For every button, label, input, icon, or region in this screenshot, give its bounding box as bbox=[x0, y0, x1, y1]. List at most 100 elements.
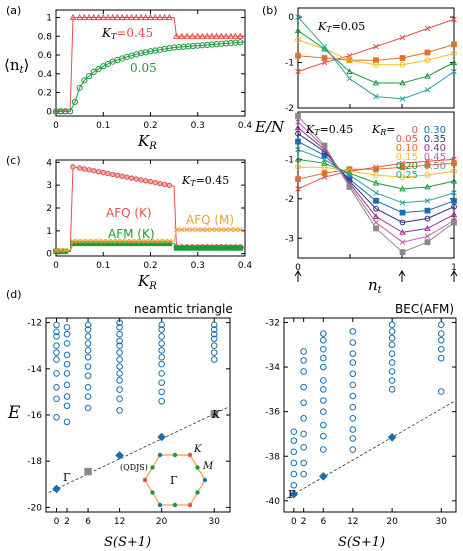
panel-a-series-point bbox=[173, 32, 180, 39]
panel-c-series-point bbox=[85, 238, 91, 244]
panel-c-series-point bbox=[133, 238, 139, 244]
panel-c-series-point bbox=[75, 238, 81, 244]
panel-c-series-point bbox=[199, 245, 206, 251]
panel-d-right-level-point bbox=[437, 336, 445, 344]
panel-d-left-level-point bbox=[210, 330, 218, 338]
panel-d-left-level-point bbox=[158, 397, 165, 405]
bz-vertex bbox=[142, 477, 148, 483]
panel-d-left-K: K bbox=[211, 408, 221, 421]
panel-b-xlabel: nt bbox=[368, 276, 383, 296]
panel-d-left-ytick-label: -12 bbox=[27, 319, 42, 329]
panel-b-series-point bbox=[295, 164, 301, 171]
panel-a-series-point bbox=[217, 32, 225, 39]
panel-b-series-point bbox=[450, 59, 458, 65]
panel-a-series-point bbox=[178, 32, 186, 39]
panel-c-series-point bbox=[76, 165, 83, 171]
panel-c-series-point bbox=[189, 245, 196, 251]
panel-b-ytick-label: 0 bbox=[288, 13, 294, 23]
panel-d-right-level-point bbox=[290, 470, 298, 478]
panel-a-series-point bbox=[104, 13, 112, 21]
panel-d-left-level-point bbox=[116, 395, 123, 403]
panel-b-series-point bbox=[451, 160, 457, 167]
panel-c-series-point bbox=[161, 181, 168, 188]
panel-b-series-point bbox=[399, 55, 406, 61]
panel-c-series-point bbox=[143, 240, 149, 247]
panel-b-series-point bbox=[424, 25, 431, 32]
panel-c-afqm-label: AFQ (M) bbox=[186, 213, 234, 227]
panel-b-series-point bbox=[450, 211, 458, 218]
panel-a-series-point bbox=[90, 68, 97, 76]
panel-d-left: 0 2 6 12 20 30 -12 -14 -16 -18 -20 neamtic triangl… bbox=[7, 302, 233, 550]
panel-d-left-xtick-label: 6 bbox=[85, 517, 91, 527]
panel-a-green-annotation: 0.05 bbox=[130, 61, 157, 75]
panel-b-legend-entry: 0.15 bbox=[396, 152, 418, 163]
panel-b-series-point bbox=[399, 79, 406, 86]
panel-d-right-ytick-label: -36 bbox=[265, 408, 280, 418]
panel-c-series-point bbox=[128, 175, 135, 181]
panel-c-series-point bbox=[119, 240, 125, 247]
bz-edge-mid bbox=[172, 502, 178, 508]
panel-c-series bbox=[53, 164, 245, 255]
panel-b-series-line bbox=[298, 166, 455, 178]
panel-c-series-point bbox=[75, 240, 81, 247]
panel-b-series-point bbox=[373, 43, 379, 50]
panel-d-right-level-point bbox=[349, 446, 357, 453]
panel-d-right-level-point bbox=[300, 383, 307, 391]
panel-b-legend-entry: 0.30 bbox=[424, 125, 446, 136]
panel-a-series-point bbox=[90, 13, 98, 21]
panel-c-series-point bbox=[232, 245, 239, 251]
panel-b-series-point bbox=[321, 170, 328, 177]
panel-b-series-point bbox=[399, 96, 406, 102]
panel-d-right-level-point bbox=[388, 350, 396, 357]
panel-d-right-series bbox=[286, 321, 454, 499]
panel-d-right-level-point bbox=[300, 357, 307, 364]
panel-c-series-point bbox=[138, 238, 144, 244]
panel-b-series-point bbox=[399, 174, 406, 181]
panel-b-ytick-label: -1 bbox=[285, 59, 294, 69]
panel-b-ytick-label: -1 bbox=[285, 155, 294, 165]
panel-c-ytick-label: 0 bbox=[46, 250, 52, 260]
panel-a-series-point bbox=[76, 84, 83, 91]
panel-d-left-level-point bbox=[53, 370, 60, 377]
panel-b-series-point bbox=[373, 93, 379, 100]
panel-b-series-point bbox=[451, 50, 457, 57]
panel-d-left-level-point bbox=[210, 326, 218, 333]
panel-c-series-point bbox=[85, 240, 91, 247]
panel-c-series-point bbox=[129, 238, 135, 244]
panel-d-right-level-point bbox=[320, 397, 327, 404]
panel-b-xtick-label: 0 bbox=[295, 263, 301, 273]
panel-d-right-level-point bbox=[349, 339, 357, 346]
panel-d-right-level-point bbox=[320, 421, 327, 429]
panel-a-series-point bbox=[69, 13, 77, 21]
panel-d-left-xtick-label: 20 bbox=[156, 517, 168, 527]
panel-a-series-point bbox=[194, 32, 202, 39]
panel-d-left-level-point bbox=[116, 319, 123, 326]
panel-c-xtick-label: 0.3 bbox=[191, 261, 205, 271]
panel-c-xtick-label: 0.1 bbox=[96, 261, 110, 271]
panel-c-kt: KT=0.45 bbox=[181, 174, 229, 188]
panel-b-legend-entry: 0.20 bbox=[396, 161, 418, 172]
panel-a-ticks: 0 0.1 0.2 0.3 0.4 0 0.2 0.4 0.6 0.8 1 bbox=[38, 10, 252, 131]
panel-d-left-level-point bbox=[84, 353, 92, 361]
panel-c-series-point bbox=[218, 227, 224, 233]
panel-c-series-point bbox=[228, 245, 234, 251]
panel-d-left-level-point bbox=[116, 330, 123, 338]
panel-d-right-level-point bbox=[388, 334, 396, 342]
panel-d-right-level-point bbox=[290, 428, 298, 436]
panel-c-series-point bbox=[218, 245, 225, 251]
panel-d-left-level-point bbox=[116, 337, 123, 345]
panel-label-c: (c) bbox=[6, 154, 21, 167]
bz-label-M: M bbox=[202, 461, 214, 472]
panel-d-left-level-point bbox=[158, 388, 165, 396]
panel-b-series-point bbox=[451, 203, 457, 210]
panel-b-series-point bbox=[424, 233, 431, 240]
panel-d-right-level-point bbox=[300, 430, 307, 438]
panel-c-series-point bbox=[199, 227, 206, 233]
panel-a-series-point bbox=[161, 13, 169, 21]
panel-d-left-level-point bbox=[158, 379, 165, 386]
panel-b-series-point bbox=[295, 138, 301, 145]
panel-a-ytick-label: 0.6 bbox=[38, 51, 53, 61]
panel-b-series-point bbox=[451, 68, 457, 75]
panel-b-series-point bbox=[321, 142, 328, 149]
panel-b-series-point bbox=[399, 228, 406, 235]
